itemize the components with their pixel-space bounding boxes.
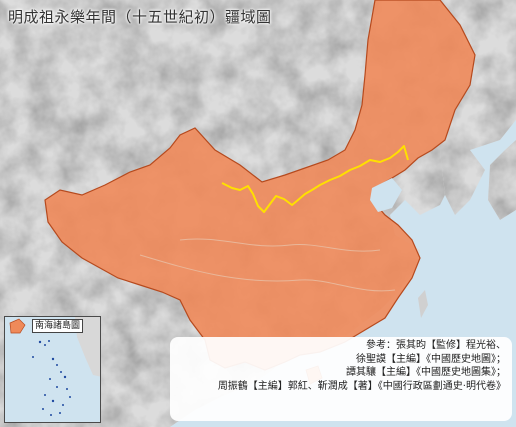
inset-label: 南海諸島圖 <box>32 319 84 333</box>
source-line-2: 徐聖謨【主編】《中國歷史地圖》； <box>356 353 506 365</box>
south-china-sea-inset: 南海諸島圖 <box>4 316 101 423</box>
land-area-east <box>440 150 485 215</box>
sources-box: 參考：張其昀【監修】程光裕、 徐聖謨【主編】《中國歷史地圖》； 譚其驤【主編】《… <box>170 337 512 421</box>
inset-hainan <box>9 318 26 334</box>
river-line <box>179 238 381 252</box>
map-title: 明成祖永樂年間（十五世紀初）疆域圖 <box>8 8 272 26</box>
land-taiwan <box>418 290 428 318</box>
great-wall-line <box>221 145 409 213</box>
island-markers <box>32 340 71 416</box>
source-line-4: 周振鶴【主編】郭紅、靳潤成【著】《中國行政區劃通史·明代卷》 <box>217 380 506 392</box>
river-line-2 <box>139 254 396 292</box>
land-area-japan <box>488 140 516 220</box>
source-line-3: 譚其驤【主編】《中國歷史地圖集》； <box>346 367 506 379</box>
bohai-sea <box>370 178 402 212</box>
ming-territory <box>44 0 476 371</box>
source-line-1: 參考：張其昀【監修】程光裕、 <box>366 340 506 351</box>
